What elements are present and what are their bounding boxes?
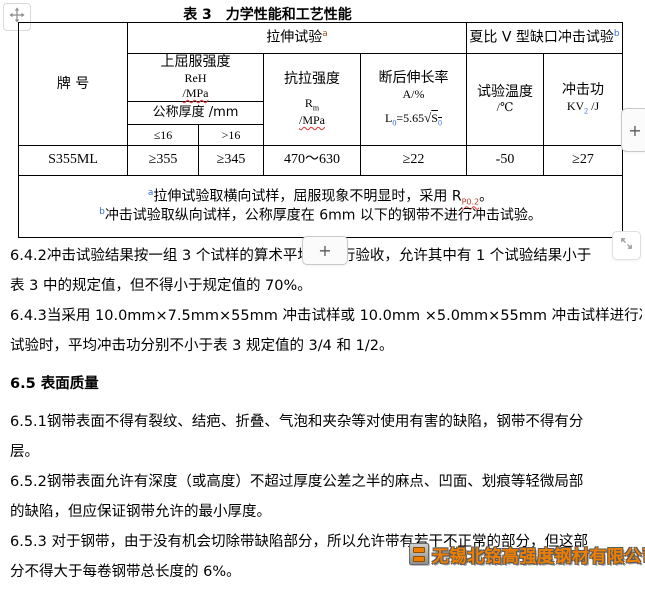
upper-yield-symbol: ReH — [184, 70, 207, 85]
test-temperature-unit: /℃ — [496, 100, 514, 115]
paragraph-6-4-3-line2: 试验时，平均冲击功分别不小于表 3 规定值的 3/4 和 1/2。 — [10, 338, 394, 354]
cell-grade: S355ML — [18, 144, 128, 176]
header-thickness-le16: ≤16 — [127, 123, 199, 146]
footnote-ref-b: b — [613, 29, 620, 40]
header-tensile-strength: 抗拉强度 Rm /MPa — [263, 53, 361, 146]
header-charpy-test: 夏比 V 型缺口冲击试验b — [466, 22, 623, 54]
cell-tensile: 470～630 — [263, 144, 361, 176]
move-icon — [9, 7, 25, 27]
table-move-handle[interactable] — [3, 3, 31, 31]
table-caption: 表 3 力学性能和工艺性能 — [183, 7, 352, 23]
test-temperature-title: 试验温度 — [477, 83, 533, 100]
expand-table-button[interactable] — [612, 231, 641, 260]
paragraph-6-5-2-line1: 6.5.2钢带表面允许有深度（或高度）不超过厚度公差之半的麻点、凹面、划痕等轻微… — [10, 474, 584, 490]
header-elongation: 断后伸长率 A/% L0=5.65√S0 — [360, 53, 467, 146]
footnotes-cell: a拉伸试验取横向试样，屈服现象不明显时，采用 RP0.2。 b冲击试验取纵向试样… — [18, 174, 623, 238]
cell-yield-le16: ≥355 — [127, 144, 199, 176]
company-watermark: 无锡北铭高强度钢材有限公司 — [409, 541, 645, 567]
paragraph-6-5-1-line2: 层。 — [10, 444, 39, 460]
impact-energy-title: 冲击功 — [562, 82, 604, 99]
tensile-strength-symbol: Rm — [304, 95, 320, 112]
footnote-b: b冲击试验取纵向试样，公称厚度在 6mm 以下的钢带不进行冲击试验。 — [99, 207, 542, 224]
paragraph-6-4-2-line1: 6.4.2冲击试验结果按一组 3 个试样的算术平均值进行验收，允许其中有 1 个… — [10, 248, 592, 264]
paragraph-6-5-1-line1: 6.5.1钢带表面不得有裂纹、结疤、折叠、气泡和夹杂等对使用有害的缺陷，钢带不得… — [10, 414, 584, 430]
header-tensile-test: 拉伸试验a — [127, 22, 467, 54]
header-nominal-thickness: 公称厚度 /mm — [127, 100, 264, 125]
heading-6-5: 6.5 表面质量 — [10, 376, 99, 392]
header-thickness-gt16: >16 — [198, 123, 264, 146]
company-logo-icon — [409, 543, 429, 565]
paragraph-6-5-3-line2: 分不得大于每卷钢带总长度的 6%。 — [10, 564, 241, 580]
document-body: 6.4.2冲击试验结果按一组 3 个试样的算术平均值进行验收，允许其中有 1 个… — [10, 241, 642, 587]
header-upper-yield: 上屈服强度 ReH /MPa — [127, 53, 264, 102]
header-grade: 牌 号 — [18, 22, 128, 146]
tensile-strength-title: 抗拉强度 — [284, 70, 340, 87]
add-row-button[interactable]: + — [302, 236, 348, 265]
paragraph-6-4-2-line2: 表 3 中的规定值，但不得小于规定值的 70%。 — [10, 278, 312, 294]
footnote-ref-a: a — [322, 29, 328, 40]
paragraph-6-5-3-line1: 6.5.3 对于钢带，由于没有机会切除带缺陷部分，所以允许带有若干不正常的部分，… — [10, 534, 588, 550]
elongation-title: 断后伸长率 — [378, 70, 449, 87]
header-test-temperature: 试验温度 /℃ — [466, 53, 544, 146]
upper-yield-unit: /MPa — [182, 85, 209, 100]
elongation-formula: L0=5.65√S0 — [385, 110, 442, 128]
tensile-test-label: 拉伸试验 — [266, 29, 323, 46]
cell-elongation: ≥22 — [360, 144, 467, 176]
header-impact-energy: 冲击功 KV2 /J — [543, 53, 623, 146]
paragraph-6-5-2-line2: 的缺陷，但应保证钢带允许的最小厚度。 — [10, 504, 271, 520]
company-name: 无锡北铭高强度钢材有限公司 — [432, 546, 645, 567]
elongation-symbol: A/% — [402, 87, 425, 102]
charpy-test-label: 夏比 V 型缺口冲击试验 — [469, 29, 614, 46]
expand-icon — [619, 236, 634, 255]
cell-temperature: -50 — [466, 144, 544, 176]
paragraph-6-4-3-line1: 6.4.3当采用 10.0mm×7.5mm×55mm 冲击试样或 10.0mm … — [10, 308, 642, 324]
cell-yield-gt16: ≥345 — [198, 144, 264, 176]
impact-energy-symbol: KV2 /J — [566, 99, 600, 116]
mechanical-properties-table: 牌 号 拉伸试验a 夏比 V 型缺口冲击试验b 上屈服强度 ReH /MPa 抗… — [18, 22, 623, 238]
add-column-button[interactable]: + — [621, 108, 645, 152]
footnote-a: a拉伸试验取横向试样，屈服现象不明显时，采用 RP0.2。 — [147, 188, 494, 207]
upper-yield-title: 上屈服强度 — [160, 54, 231, 70]
grade-label: 牌 号 — [56, 75, 90, 92]
tensile-strength-unit: /MPa — [298, 112, 325, 127]
cell-impact: ≥27 — [543, 144, 623, 176]
